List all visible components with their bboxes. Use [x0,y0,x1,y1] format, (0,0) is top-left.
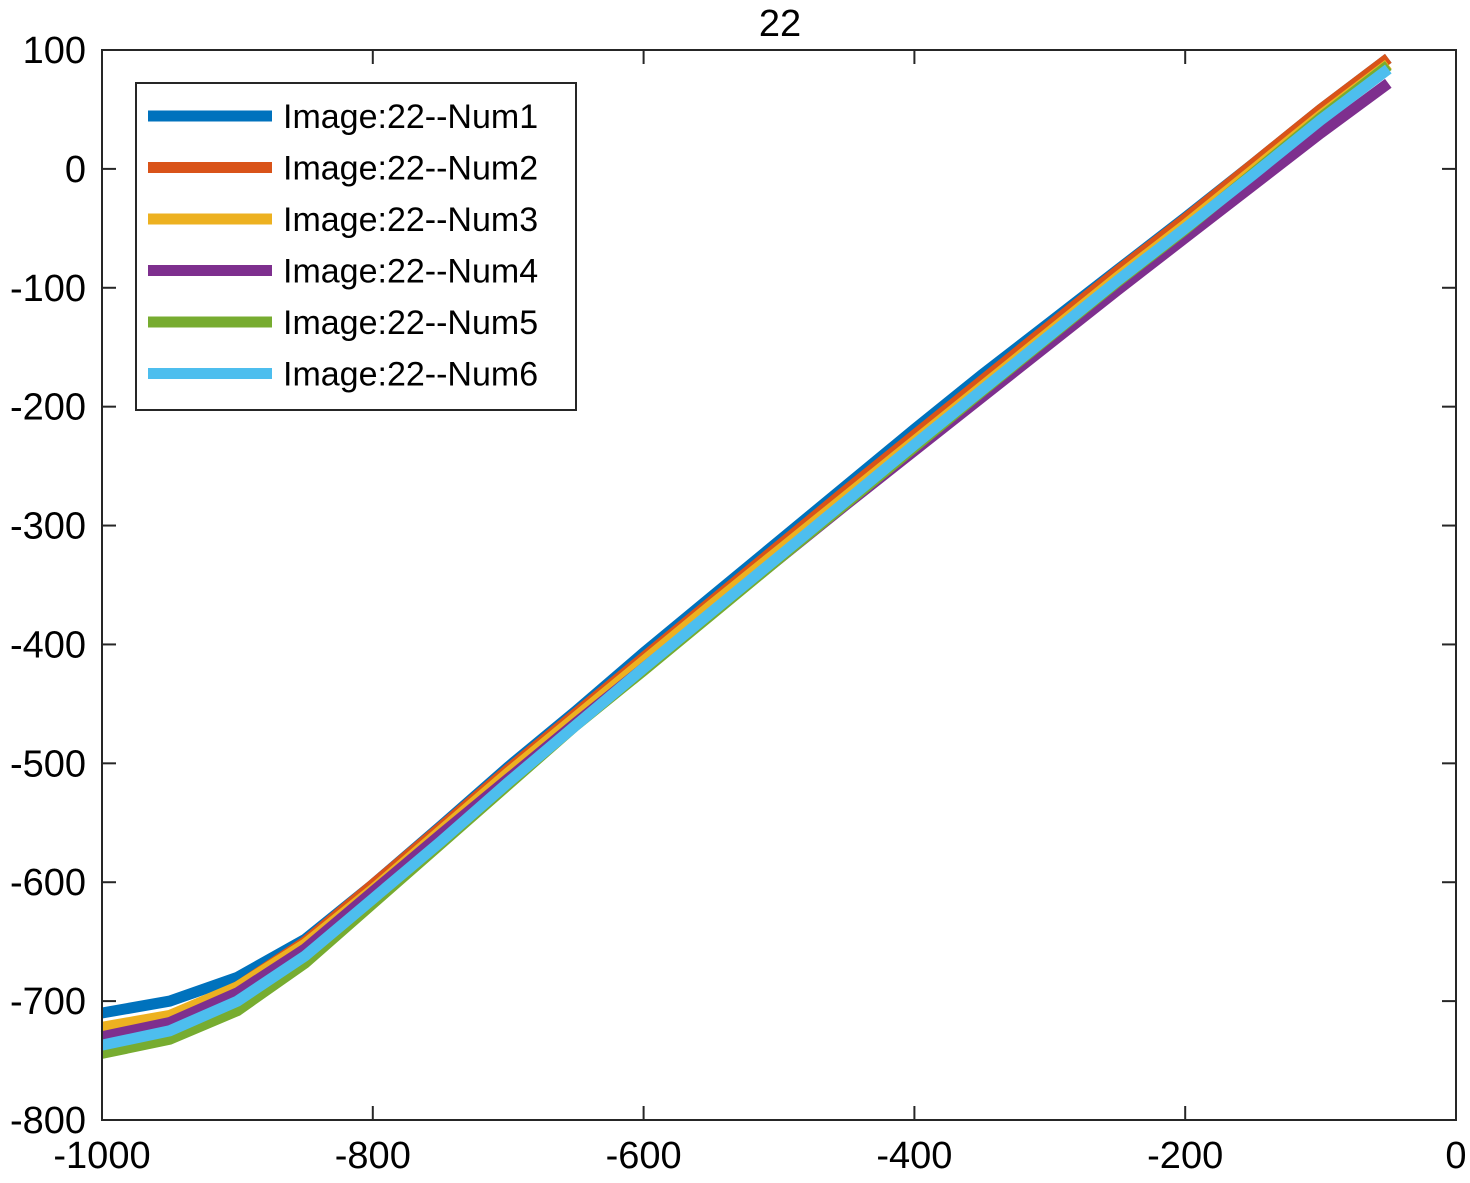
y-axis: 100 0 -100 -200 -300 -400 -500 -600 -700 -800 [10,30,1456,1142]
y-tick-label: -400 [10,624,86,666]
legend-label-3: Image:22--Num3 [283,201,538,239]
x-tick-label: -400 [876,1135,952,1177]
y-tick-label: -500 [10,743,86,785]
legend-label-2: Image:22--Num2 [283,150,538,188]
chart-title: 22 [759,3,801,45]
x-axis: -1000 -800 -600 -400 -200 0 [53,50,1467,1177]
y-tick-label: -600 [10,862,86,904]
legend-label-6: Image:22--Num6 [283,356,538,394]
y-tick-label: -100 [10,268,86,310]
legend-box [135,82,577,411]
y-tick-label: -800 [10,1100,86,1142]
x-tick-label: -200 [1147,1135,1223,1177]
x-tick-label: -800 [335,1135,411,1177]
y-tick-label: 100 [23,30,86,72]
legend-label-4: Image:22--Num4 [283,253,538,291]
x-tick-label: 0 [1445,1135,1466,1177]
plot-lines [100,53,1392,1059]
y-tick-label: 0 [65,149,86,191]
x-tick-label: -1000 [53,1135,150,1177]
y-tick-label: -300 [10,506,86,548]
x-tick-label: -600 [606,1135,682,1177]
series-line-6 [100,64,1392,1051]
y-tick-label: -700 [10,981,86,1023]
y-tick-label: -200 [10,387,86,429]
legend-label-5: Image:22--Num5 [283,304,538,342]
legend-label-1: Image:22--Num1 [283,98,538,136]
legend: Image:22--Num1 Image:22--Num2 Image:22--Nu… [135,82,577,411]
plot-area-frame [101,49,1457,1121]
